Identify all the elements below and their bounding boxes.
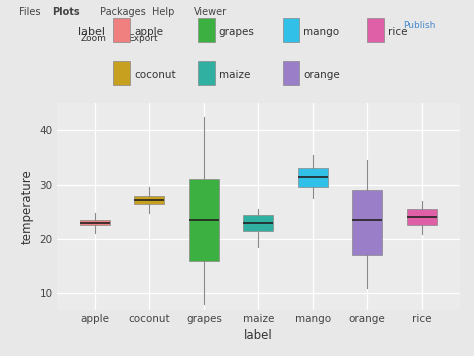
PathPatch shape bbox=[407, 209, 437, 225]
Text: rice: rice bbox=[388, 27, 408, 37]
Text: Export: Export bbox=[128, 35, 157, 43]
Text: maize: maize bbox=[219, 70, 250, 80]
X-axis label: label: label bbox=[244, 329, 273, 342]
PathPatch shape bbox=[189, 179, 219, 261]
Text: mango: mango bbox=[303, 27, 339, 37]
Text: Zoom: Zoom bbox=[81, 35, 107, 43]
PathPatch shape bbox=[243, 215, 273, 231]
Text: Files: Files bbox=[19, 7, 40, 17]
Text: Packages: Packages bbox=[100, 7, 146, 17]
Y-axis label: temperature: temperature bbox=[21, 169, 34, 244]
FancyBboxPatch shape bbox=[367, 19, 384, 42]
PathPatch shape bbox=[298, 168, 328, 188]
Text: Publish: Publish bbox=[403, 21, 435, 30]
PathPatch shape bbox=[80, 220, 110, 225]
Text: coconut: coconut bbox=[134, 70, 176, 80]
FancyBboxPatch shape bbox=[283, 19, 300, 42]
Text: orange: orange bbox=[303, 70, 340, 80]
FancyBboxPatch shape bbox=[198, 61, 215, 85]
Text: apple: apple bbox=[134, 27, 163, 37]
Text: Plots: Plots bbox=[52, 7, 80, 17]
FancyBboxPatch shape bbox=[113, 61, 130, 85]
PathPatch shape bbox=[135, 195, 164, 204]
FancyBboxPatch shape bbox=[283, 61, 300, 85]
FancyBboxPatch shape bbox=[198, 19, 215, 42]
FancyBboxPatch shape bbox=[113, 19, 130, 42]
Text: grapes: grapes bbox=[219, 27, 255, 37]
Text: label: label bbox=[78, 27, 105, 37]
Text: Viewer: Viewer bbox=[194, 7, 228, 17]
Text: Help: Help bbox=[152, 7, 174, 17]
PathPatch shape bbox=[352, 190, 382, 255]
